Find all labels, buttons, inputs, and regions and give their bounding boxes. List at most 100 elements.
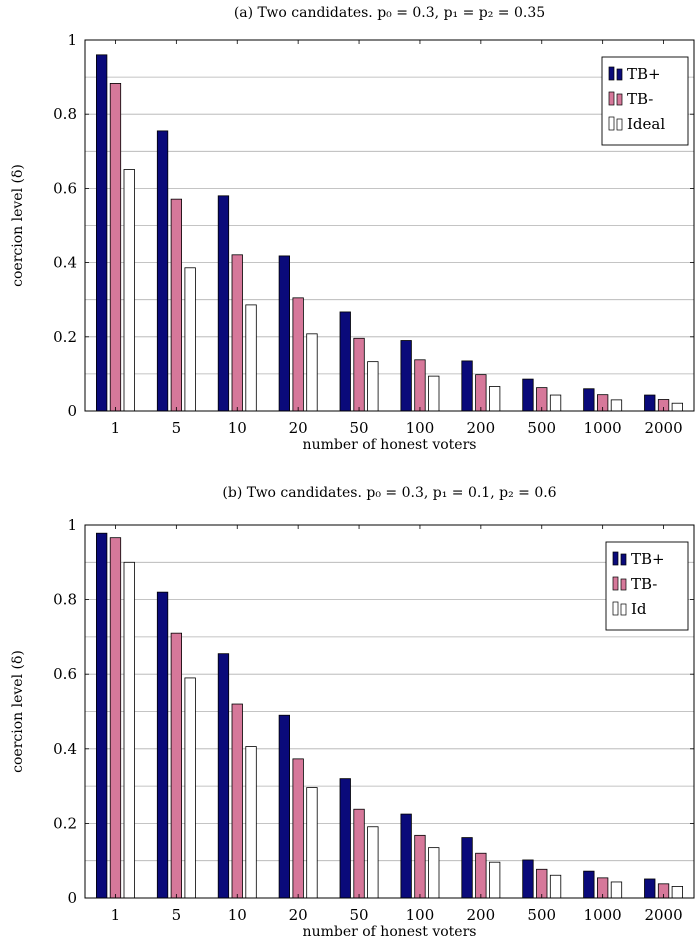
bar-ideal-50	[367, 361, 379, 412]
x-tick-label: 200	[467, 906, 496, 924]
y-tick-label: 0.6	[53, 179, 77, 197]
bar-id-20	[306, 787, 318, 899]
chart-panel-b: (b) Two candidates. p₀ = 0.3, p₁ = 0.1, …	[10, 485, 695, 940]
bar-tb-500	[522, 859, 534, 899]
x-tick-label: 10	[228, 419, 247, 437]
bars	[96, 532, 683, 899]
y-tick-label: 1	[67, 31, 77, 49]
plot-frame	[84, 524, 695, 899]
bar-ideal-20	[306, 333, 318, 412]
y-tick-label: 0.6	[53, 665, 77, 683]
bar-tb-200	[475, 852, 487, 899]
bar-tb-1000	[583, 870, 595, 899]
legend-label: TB-	[627, 90, 653, 108]
bar-tb-100	[400, 813, 412, 899]
legend-label: TB+	[631, 550, 665, 568]
legend-swatch	[616, 93, 623, 106]
legend-swatch	[620, 553, 627, 566]
legend-label: Id	[631, 600, 647, 618]
x-axis-label: number of honest voters	[303, 437, 477, 453]
legend-swatch	[612, 601, 619, 616]
legend-swatch	[612, 576, 619, 591]
bars	[96, 54, 683, 412]
bar-ideal-200	[488, 386, 501, 412]
x-tick-label: 20	[289, 906, 308, 924]
bar-tb-200	[475, 374, 487, 412]
bar-tb-2000	[644, 394, 656, 412]
bar-id-100	[428, 847, 440, 899]
bar-id-1	[123, 561, 135, 899]
bar-id-500	[549, 874, 562, 899]
chart-title: (b) Two candidates. p₀ = 0.3, p₁ = 0.1, …	[222, 485, 556, 501]
chart-title: (a) Two candidates. p₀ = 0.3, p₁ = p₂ = …	[234, 5, 545, 21]
bar-tb-100	[414, 834, 426, 899]
bar-tb-5	[156, 130, 169, 412]
x-tick-label: 1	[111, 419, 121, 437]
y-tick-label: 0.2	[53, 814, 77, 832]
x-tick-label: 1000	[584, 419, 622, 437]
bar-tb-200	[461, 360, 473, 412]
bar-tb-50	[339, 778, 351, 899]
y-tick-label: 0.8	[53, 591, 77, 609]
bar-ideal-10	[245, 304, 257, 412]
bar-tb-500	[536, 868, 548, 899]
bar-tb-10	[231, 703, 243, 899]
bar-tb-50	[353, 808, 365, 899]
x-tick-label: 200	[467, 419, 496, 437]
x-tick-label: 500	[527, 906, 556, 924]
legend-swatch	[616, 118, 623, 131]
chart-panel-a: (a) Two candidates. p₀ = 0.3, p₁ = p₂ = …	[10, 5, 695, 453]
bar-tb-5	[170, 632, 183, 899]
y-axis-label: coercion level (δ)	[10, 650, 26, 773]
legend-swatch	[616, 68, 623, 81]
bar-ideal-5	[184, 267, 196, 412]
bar-id-50	[367, 826, 379, 899]
bar-ideal-1	[123, 169, 135, 412]
bar-ideal-100	[428, 375, 440, 412]
x-tick-label: 500	[527, 419, 556, 437]
legend-swatch	[608, 116, 615, 131]
y-axis-label: coercion level (δ)	[10, 164, 26, 287]
bar-tb-200	[461, 837, 473, 899]
x-tick-label: 20	[289, 419, 308, 437]
bar-ideal-1000	[610, 399, 623, 412]
bar-id-200	[488, 861, 501, 899]
x-tick-label: 2000	[644, 419, 682, 437]
x-axis-label: number of honest voters	[303, 924, 477, 940]
bar-tb-100	[414, 359, 426, 412]
bar-tb-500	[522, 378, 534, 412]
bar-tb-2000	[644, 878, 656, 899]
legend: TB+ TB- Id	[605, 541, 689, 631]
y-tick-label: 0	[67, 889, 77, 907]
gridlines	[85, 561, 694, 862]
bar-tb-50	[339, 311, 351, 412]
y-tick-label: 0	[67, 402, 77, 420]
bar-id-10	[245, 746, 257, 899]
x-tick-label: 5	[172, 419, 182, 437]
y-tick-label: 0.8	[53, 105, 77, 123]
x-tick-label: 50	[350, 906, 369, 924]
bar-tb-20	[278, 714, 291, 899]
bar-tb-10	[217, 195, 230, 412]
bar-tb-20	[292, 297, 304, 412]
legend-swatch	[620, 578, 627, 591]
legend-swatch	[620, 603, 627, 616]
legend-swatch	[612, 551, 619, 566]
legend-swatch	[608, 66, 615, 81]
legend: TB+ TB- Ideal	[601, 56, 689, 146]
bar-id-5	[184, 677, 196, 899]
bar-tb-5	[170, 198, 183, 412]
bar-id-2000	[671, 886, 683, 899]
legend-swatch	[608, 91, 615, 106]
bar-ideal-500	[549, 394, 562, 412]
bar-tb-1	[96, 54, 108, 412]
x-tick-label: 100	[406, 906, 435, 924]
bar-tb-5	[156, 591, 169, 899]
legend-label: Ideal	[627, 115, 665, 133]
y-tick-label: 0.2	[53, 328, 77, 346]
bar-tb-1	[96, 532, 108, 899]
bar-tb-50	[353, 337, 365, 412]
legend-label: TB-	[631, 575, 657, 593]
bar-tb-20	[292, 758, 304, 899]
x-tick-label: 5	[172, 906, 182, 924]
